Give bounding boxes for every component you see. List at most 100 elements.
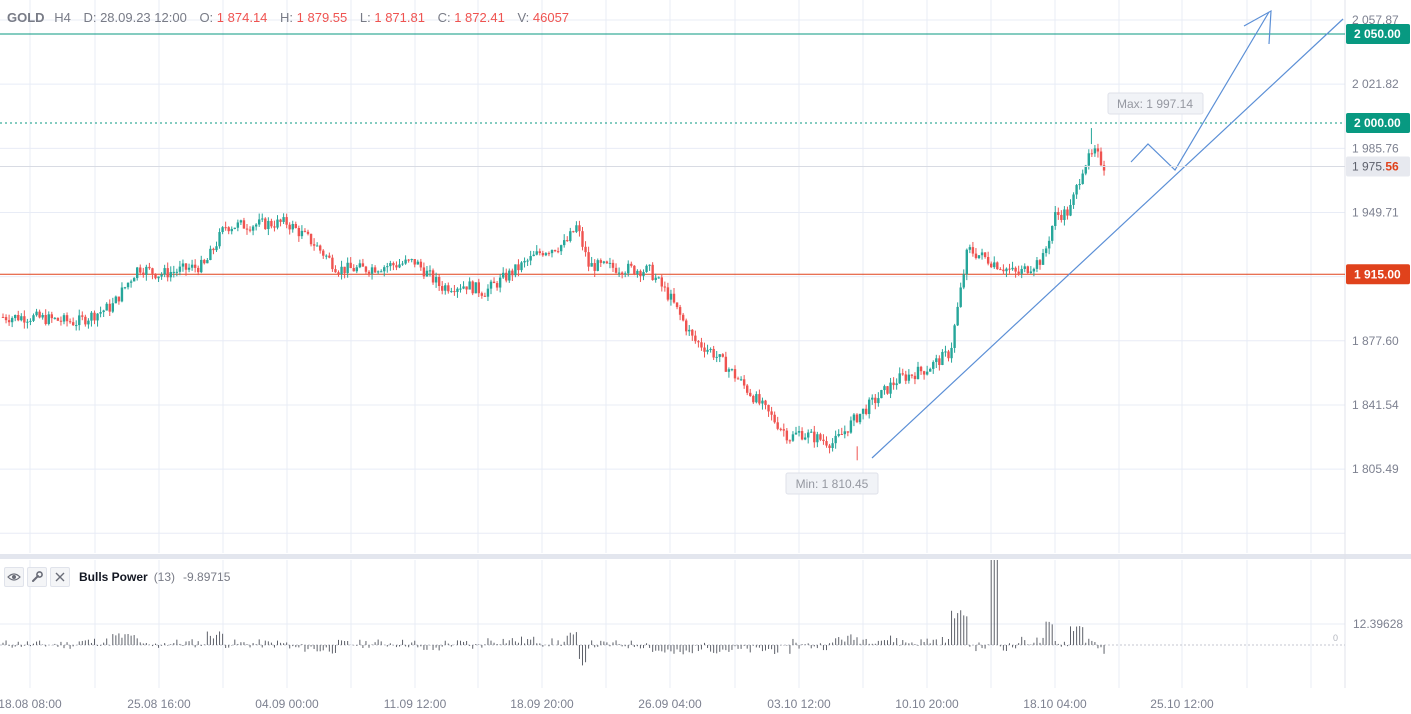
candle-body <box>852 414 856 421</box>
candle-body <box>758 394 761 404</box>
candle-body <box>739 379 743 381</box>
wrench-icon[interactable] <box>27 567 47 587</box>
candle-body <box>386 266 389 268</box>
candle-body <box>694 335 697 342</box>
open-key: O: <box>199 10 214 25</box>
candle-body <box>575 225 578 232</box>
current-price-label: 1 975.56 <box>1352 159 1399 173</box>
candle-body <box>489 281 493 289</box>
candle-body <box>1011 267 1014 270</box>
price-tick-label: 1 949.71 <box>1352 205 1399 219</box>
candle-body <box>355 267 358 272</box>
candle-body <box>123 287 127 289</box>
candle-body <box>184 263 188 270</box>
level-badge <box>1346 264 1410 285</box>
candle-body <box>108 303 111 312</box>
price-tick-label: 1 985.76 <box>1352 141 1399 155</box>
candle-body <box>526 260 529 262</box>
indicator-params: (13) <box>153 570 176 584</box>
candle-body <box>660 277 663 287</box>
candle-body <box>849 420 853 433</box>
candle-body <box>1102 165 1106 171</box>
timeframe[interactable]: H4 <box>54 10 71 25</box>
symbol-name[interactable]: GOLD <box>7 10 45 25</box>
candle-body <box>50 314 53 319</box>
candle-body <box>925 371 929 375</box>
candle-body <box>471 281 474 294</box>
close-key: C: <box>437 10 451 25</box>
price-tick-label: 1 877.60 <box>1352 334 1399 348</box>
price-tick-label: 2 057.87 <box>1352 13 1399 27</box>
candle-body <box>87 320 90 325</box>
candle-body <box>971 247 975 254</box>
candle-body <box>941 351 944 365</box>
candle-body <box>633 265 636 275</box>
candle-body <box>697 341 700 343</box>
candle-body <box>675 302 679 308</box>
candle-body <box>395 265 398 268</box>
candle-body <box>1060 214 1063 220</box>
candle-body <box>59 320 63 322</box>
candle-body <box>547 253 551 255</box>
trend-drawings[interactable] <box>871 9 1344 459</box>
candle-body <box>538 251 541 254</box>
candle-body <box>270 220 273 227</box>
candle-body <box>1090 153 1094 155</box>
level-badge-label: 2 000.00 <box>1354 116 1401 130</box>
candle-body <box>297 227 301 237</box>
candle-body <box>334 269 337 273</box>
time-tick-label: 18.09 20:00 <box>510 697 574 711</box>
candle-body <box>822 439 825 442</box>
candle-body <box>877 398 880 404</box>
candle-body <box>364 266 368 272</box>
candle-body <box>578 225 581 232</box>
candle-body <box>794 432 798 435</box>
candle-body <box>718 354 721 357</box>
time-tick-label: 18.08 08:00 <box>0 697 62 711</box>
zero-axis-label: 0 <box>1333 633 1338 643</box>
candle-body <box>681 314 685 321</box>
candle-body <box>511 270 514 276</box>
candle-body <box>10 318 14 323</box>
candle-body <box>974 253 978 259</box>
candle-body <box>319 245 322 251</box>
candle-body <box>346 262 349 274</box>
candle-body <box>1054 212 1057 226</box>
candle-body <box>465 286 468 290</box>
candle-body <box>383 267 386 272</box>
candle-body <box>78 315 81 326</box>
candle-body <box>35 311 38 316</box>
candle-body <box>160 274 163 277</box>
candle-body <box>962 274 965 288</box>
candle-body <box>828 445 831 448</box>
candle-body <box>1014 267 1017 272</box>
candle-body <box>907 374 911 381</box>
candle-body <box>624 273 627 275</box>
candlestick-series <box>1 128 1106 461</box>
forecast-path <box>1130 11 1270 171</box>
candle-body <box>581 231 584 247</box>
candle-body <box>846 431 850 433</box>
candle-body <box>483 295 487 297</box>
candle-body <box>602 261 606 263</box>
candle-body <box>1081 173 1084 184</box>
candle-body <box>20 316 23 321</box>
candle-body <box>276 219 279 228</box>
candle-body <box>1005 268 1008 272</box>
candle-body <box>535 251 538 255</box>
bulls-power-histogram <box>0 560 1345 666</box>
candle-body <box>328 255 331 258</box>
candle-body <box>730 369 734 371</box>
candle-body <box>953 325 956 348</box>
candle-body <box>544 253 548 256</box>
candle-body <box>1041 253 1045 265</box>
candle-body <box>233 227 236 229</box>
candle-body <box>245 228 249 230</box>
eye-icon[interactable] <box>4 567 24 587</box>
candle-body <box>44 315 47 324</box>
close-icon[interactable] <box>50 567 70 587</box>
horizontal-levels[interactable] <box>0 33 1345 275</box>
candle-body <box>248 229 252 231</box>
candle-body <box>724 356 728 372</box>
